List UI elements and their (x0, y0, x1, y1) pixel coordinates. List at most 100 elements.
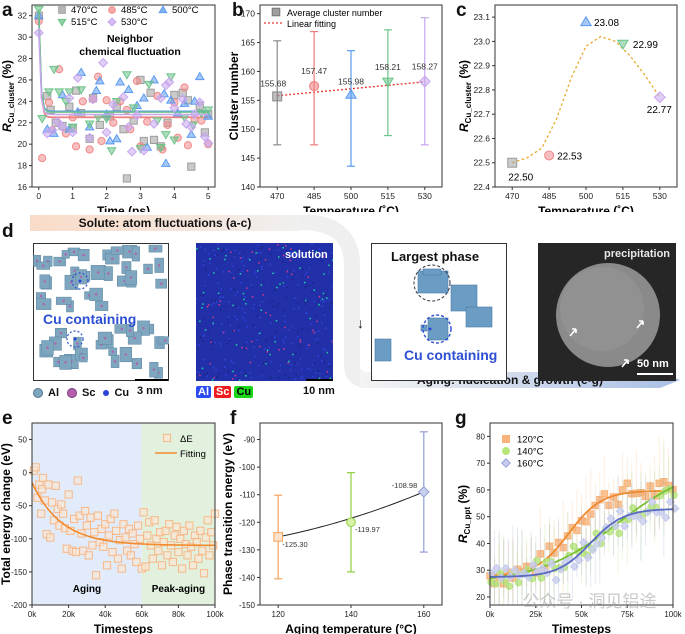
sc-atom (159, 282, 163, 285)
data-point (186, 122, 197, 133)
chart-a-rcu-cluster-vs-time: 0 1 2 3 4 5 16 18 20 22 24 26 28 30 32 Time (ps) RCu_clu… (0, 4, 216, 212)
sc-atom (62, 299, 65, 303)
tem-precipitation-image (538, 243, 676, 381)
map-pixel (212, 322, 214, 325)
map-pixel (242, 292, 245, 295)
map-pixel (302, 268, 304, 271)
data-point (203, 138, 214, 149)
sc-atom (103, 336, 107, 340)
sc-atom (97, 271, 100, 274)
panel-label-a: a (2, 0, 13, 21)
map-pixel (235, 305, 238, 308)
data-point (121, 533, 130, 542)
map-pixel (232, 370, 234, 373)
phase-cluster (465, 306, 493, 328)
map-pixel (219, 300, 222, 302)
map-pixel (320, 259, 323, 262)
map-pixel (257, 307, 260, 309)
map-pixel (199, 336, 201, 338)
legend-marker (158, 5, 168, 14)
y-tick-label: 145 (241, 153, 255, 163)
data-point (505, 582, 513, 590)
map-pixel (249, 361, 252, 364)
map-pixel (281, 282, 283, 285)
y-tick-label: 140 (241, 182, 255, 192)
legend-marker (271, 7, 281, 17)
map-pixel (289, 251, 292, 254)
map-pixel (256, 244, 259, 246)
map-pixel (290, 253, 292, 256)
y-tick-label: -130 (239, 546, 256, 555)
map-pixel (232, 304, 234, 307)
map-pixel (218, 372, 220, 375)
sc-atom (42, 302, 45, 306)
map-pixel (261, 375, 263, 377)
data-point (37, 115, 48, 124)
data-point (537, 564, 547, 574)
map-pixel (283, 285, 286, 287)
map-pixel (317, 355, 320, 357)
data-point-485: 22.53 (544, 150, 583, 162)
map-pixel (262, 246, 264, 248)
data-point (75, 511, 84, 520)
map-pixel (287, 376, 290, 379)
x-tick-label: 140 (344, 610, 358, 619)
data-point (646, 482, 654, 490)
map-pixel (324, 293, 327, 296)
map-pixel (231, 378, 234, 380)
sc-atom (125, 266, 128, 269)
data-point (578, 537, 589, 547)
map-pixel (326, 370, 328, 373)
map-pixel (244, 373, 246, 375)
map-pixel (301, 328, 303, 331)
fit-curve (489, 508, 674, 578)
map-pixel (261, 301, 263, 303)
y-tick-label: 23.0 (473, 36, 490, 46)
sc-atom (42, 264, 45, 267)
legend-marker (501, 458, 511, 468)
data-point (169, 136, 180, 146)
y-tick-label: -140 (239, 573, 256, 582)
legend-label: Linear fitting (287, 19, 336, 29)
data-point (172, 522, 181, 532)
x-tick-label: 485 (307, 191, 321, 201)
map-pixel (244, 296, 246, 298)
map-pixel (234, 315, 236, 318)
data-point (165, 73, 176, 82)
map-pixel (237, 269, 240, 271)
map-pixel (206, 375, 208, 377)
map-pixel (282, 339, 285, 341)
map-pixel (204, 285, 207, 288)
map-pixel (256, 339, 258, 341)
map-pixel (265, 260, 268, 262)
map-pixel (196, 247, 198, 250)
map-pixel (254, 327, 257, 329)
data-label: 157.47 (301, 66, 327, 76)
map-pixel (323, 361, 326, 364)
sc-atom (133, 336, 136, 340)
y-tick-label: 24 (18, 96, 28, 106)
map-pixel (203, 333, 205, 336)
panel-label-f: f (230, 408, 237, 429)
y-tick-label: 23.1 (473, 12, 490, 22)
sc-atom (57, 360, 60, 364)
annotation-line-2: chemical fluctuation (79, 46, 181, 58)
map-pixel (229, 324, 231, 326)
sc-atom (142, 326, 145, 330)
map-pixel (219, 308, 222, 311)
map-pixel (234, 254, 236, 257)
fit-line (38, 9, 209, 113)
map-pixel (236, 318, 239, 321)
data-point (592, 539, 602, 549)
map-pixel (276, 306, 278, 309)
map-pixel (324, 348, 326, 351)
y-tick-label: 30 (476, 566, 485, 575)
map-pixel (230, 251, 232, 253)
map-pixel (231, 265, 234, 267)
map-pixel (203, 373, 206, 376)
data-point (586, 510, 595, 518)
data-label: 158.27 (412, 61, 438, 71)
data-point (82, 521, 92, 530)
x-tick-label: 500 (344, 191, 358, 201)
x-tick-label: 530 (418, 191, 432, 201)
